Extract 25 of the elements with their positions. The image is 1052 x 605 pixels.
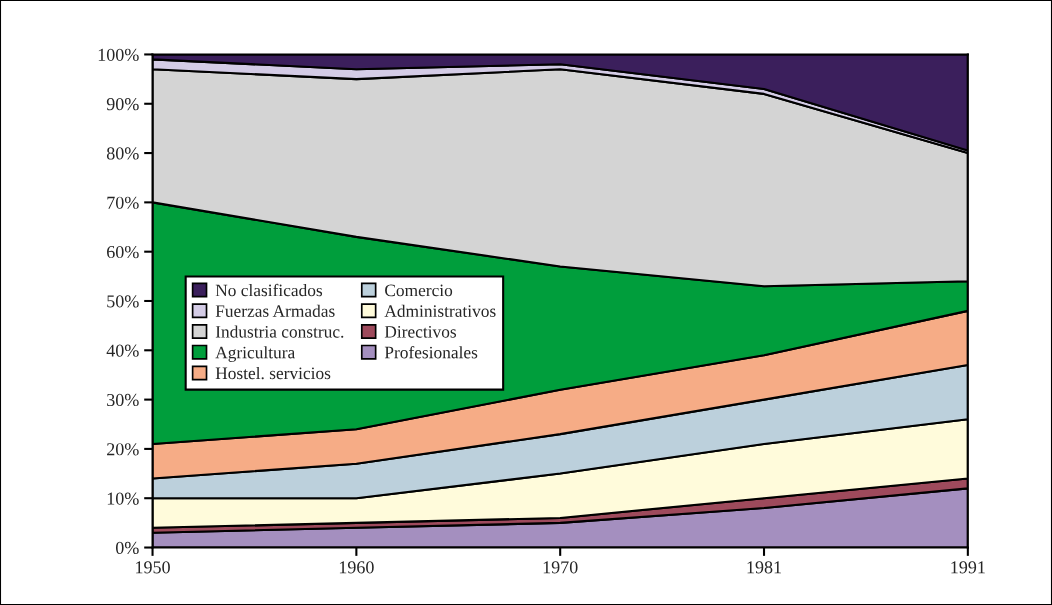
legend-label: Industria construc. [215,325,344,338]
y-tick-label: 0% [115,541,139,555]
x-tick-label: 1950 [136,561,170,574]
y-tick-label: 100% [98,48,139,61]
y-tick-label: 80% [106,147,139,160]
y-tick-label: 70% [107,196,139,209]
y-tick-label: 10% [107,492,139,505]
legend-label: Administrativos [384,304,496,317]
x-tick-label: 1991 [951,561,985,574]
legend-label: No clasificados [215,283,323,297]
legend-label: Hostel. servicios [215,366,331,380]
y-tick-label: 60% [107,245,139,259]
legend-label: Profesionales [384,345,478,359]
y-tick-label: 50% [107,295,139,308]
legend-label: Directivos [384,326,457,338]
y-tick-label: 40% [106,344,139,357]
x-tick-label: 1970 [543,561,578,574]
y-tick-label: 90% [106,98,139,111]
y-tick-label: 20% [107,443,139,456]
legend-label: Comercio [385,284,453,297]
y-tick-label: 30% [107,393,139,407]
legend-label: Agricultura [215,346,295,362]
legend-label: Fuerzas Armadas [215,304,335,317]
x-tick-label: 1960 [339,561,374,574]
x-tick-label: 1981 [747,561,781,574]
